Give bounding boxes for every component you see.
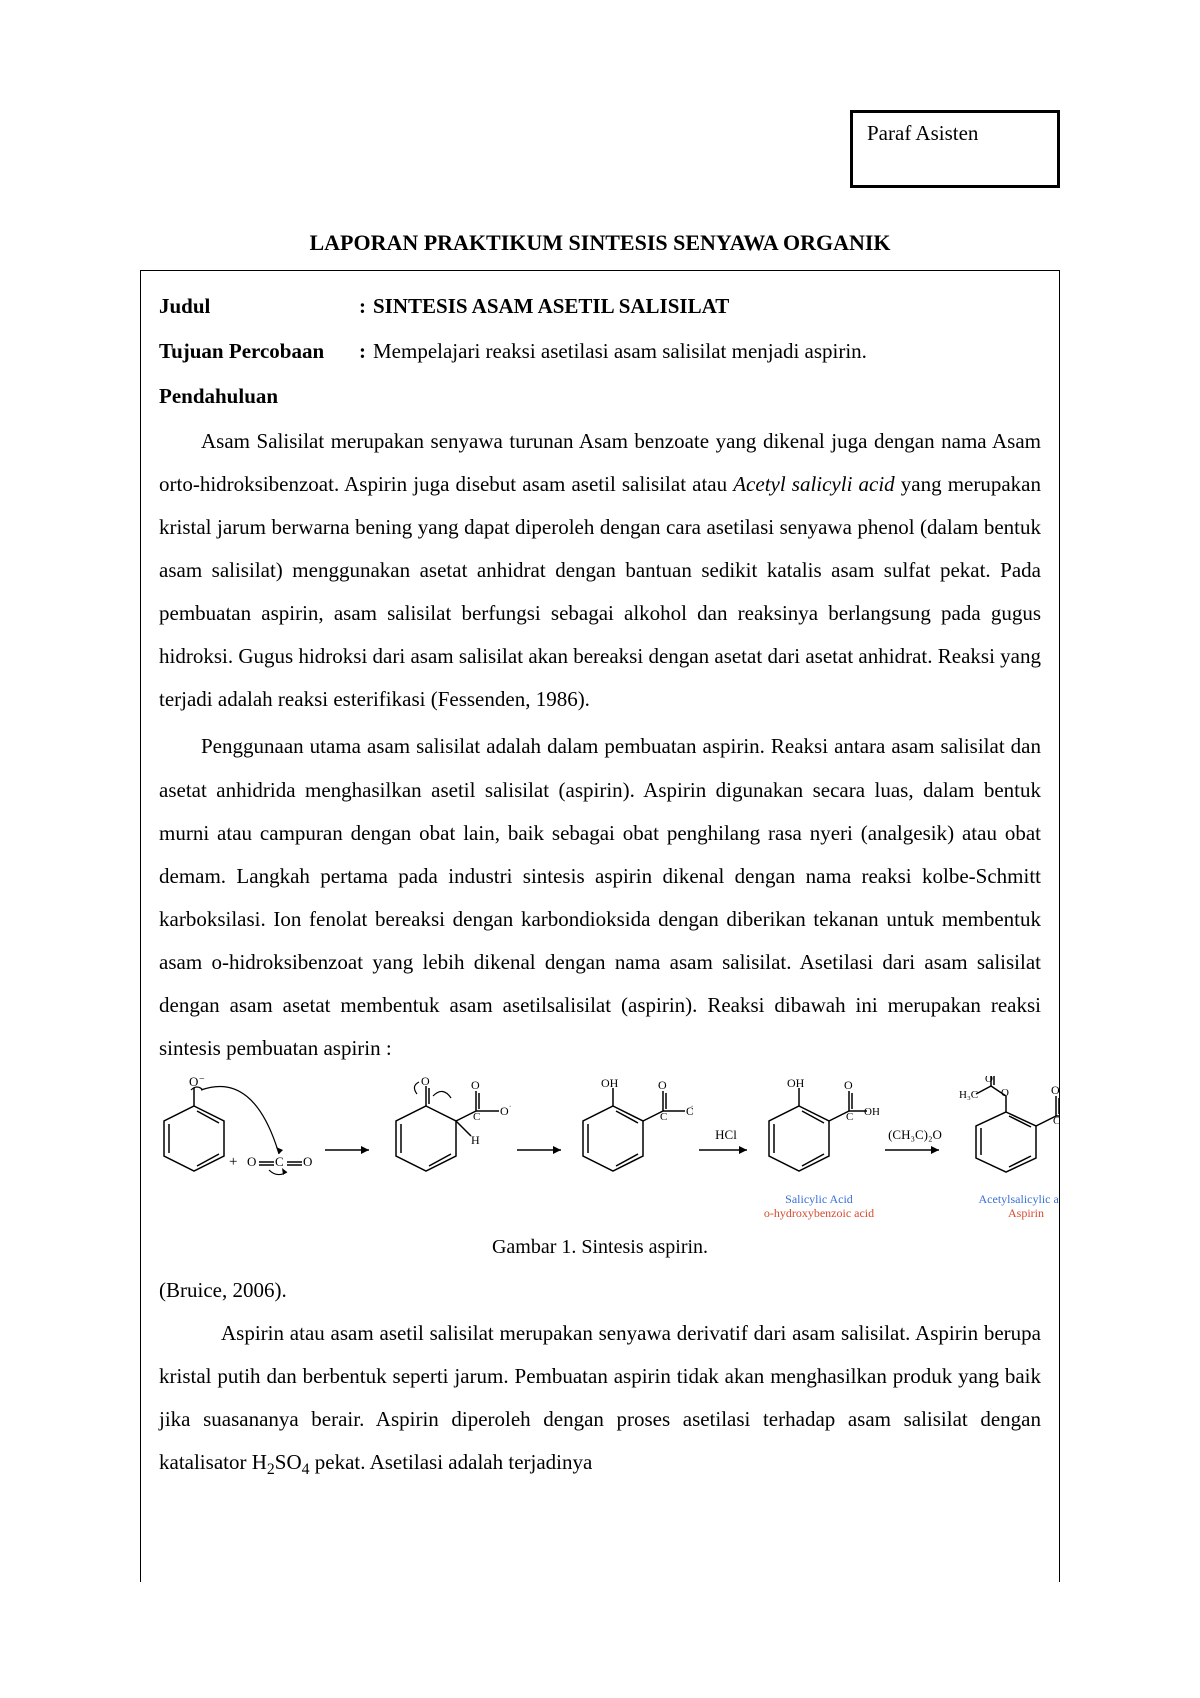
para2-text: Penggunaan utama asam salisilat adalah d… [159, 734, 1041, 1059]
svg-text:O: O [421, 1076, 430, 1088]
svg-text:O: O [471, 1078, 480, 1092]
para3-post: pekat. Asetilasi adalah terjadinya [310, 1450, 593, 1474]
svg-text:C: C [473, 1111, 480, 1123]
arrow-2 [517, 1128, 567, 1157]
meta-row-judul: Judul : SINTESIS ASAM ASETIL SALISILAT [159, 285, 1041, 328]
molecule-intermediate: O O C O − H [381, 1076, 511, 1206]
svg-text:O: O [985, 1076, 993, 1085]
judul-label: Judul [159, 285, 359, 328]
arrow-1 [325, 1128, 375, 1157]
figure-caption: Gambar 1. Sintesis aspirin. [159, 1231, 1041, 1263]
para1-post: yang merupakan kristal jarum berwarna be… [159, 472, 1041, 711]
paragraph-2: Penggunaan utama asam salisilat adalah d… [159, 725, 1041, 1069]
arrow-4-anhydride: (CH₃C)₂O [885, 1128, 945, 1157]
para3-sub1: 2 [267, 1461, 275, 1478]
paragraph-3: Aspirin atau asam asetil salisilat merup… [159, 1312, 1041, 1487]
page: Paraf Asisten LAPORAN PRAKTIKUM SINTESIS… [0, 0, 1200, 1698]
intermediate-svg: O O C O − H [381, 1076, 511, 1206]
tujuan-label: Tujuan Percobaan [159, 330, 359, 373]
molecule-salicylic-acid: OH O C OH Salicylic Acid o-hydroxybenzoi… [759, 1076, 879, 1221]
molecule-phenolate-co2: O − + O C O [159, 1076, 319, 1206]
salicylic-red-label: o-hydroxybenzoic acid [764, 1206, 874, 1220]
svg-text:C: C [660, 1111, 667, 1123]
aspirin-svg: H₃C O O O C OH [951, 1076, 1060, 1188]
para3-mid: SO [275, 1450, 302, 1474]
reaction-scheme: O − + O C O [159, 1076, 1041, 1221]
svg-text:O: O [1051, 1083, 1060, 1097]
svg-text:O: O [303, 1154, 312, 1169]
colon: : [359, 330, 373, 373]
svg-text:H₃C: H₃C [959, 1089, 978, 1101]
salicylic-blue-label: Salicylic Acid [764, 1192, 874, 1206]
report-title: LAPORAN PRAKTIKUM SINTESIS SENYAWA ORGAN… [140, 230, 1060, 256]
salicylate-anion-svg: OH O C O − [573, 1076, 693, 1206]
svg-text:O: O [247, 1154, 256, 1169]
para3-sub2: 4 [302, 1461, 310, 1478]
aspirin-red-label: Aspirin [979, 1206, 1060, 1220]
content-box: Judul : SINTESIS ASAM ASETIL SALISILAT T… [140, 270, 1060, 1582]
pendahuluan-heading: Pendahuluan [159, 375, 1041, 418]
svg-text:OH: OH [787, 1076, 805, 1090]
arrow-hcl-label: HCl [715, 1128, 737, 1141]
paragraph-1: Asam Salisilat merupakan senyawa turunan… [159, 420, 1041, 721]
phenolate-svg: O − + O C O [159, 1076, 319, 1206]
svg-text:−: − [509, 1101, 511, 1111]
svg-text:O: O [500, 1104, 509, 1118]
colon: : [359, 285, 373, 328]
arrow-3-hcl: HCl [699, 1128, 753, 1157]
svg-text:OH: OH [601, 1076, 619, 1090]
svg-text:C: C [846, 1111, 853, 1123]
molecule-salicylate-anion: OH O C O − [573, 1076, 693, 1206]
svg-text:C: C [275, 1154, 284, 1169]
svg-text:C: C [1053, 1115, 1060, 1127]
salicylic-labels: Salicylic Acid o-hydroxybenzoic acid [764, 1192, 874, 1221]
svg-text:−: − [199, 1076, 205, 1085]
svg-text:O: O [844, 1078, 853, 1092]
svg-text:+: + [229, 1154, 237, 1170]
aspirin-labels: Acetylsalicylic acid Aspirin [979, 1192, 1060, 1221]
citation-bruice: (Bruice, 2006). [159, 1269, 1041, 1312]
figure-wrap: O − + O C O [159, 1076, 1041, 1263]
svg-text:H: H [471, 1133, 480, 1147]
arrow-anhydride-label: (CH₃C)₂O [888, 1128, 942, 1141]
svg-text:OH: OH [864, 1106, 879, 1118]
para1-italic: Acetyl salicyli acid [733, 472, 894, 496]
svg-text:−: − [691, 1101, 693, 1111]
molecule-aspirin: H₃C O O O C OH Acetylsalicylic acid Aspi… [951, 1076, 1060, 1221]
meta-row-tujuan: Tujuan Percobaan : Mempelajari reaksi as… [159, 330, 1041, 373]
paraf-asisten-box: Paraf Asisten [850, 110, 1060, 188]
salicylic-svg: OH O C OH [759, 1076, 879, 1188]
tujuan-value: Mempelajari reaksi asetilasi asam salisi… [373, 330, 867, 373]
judul-value: SINTESIS ASAM ASETIL SALISILAT [373, 285, 729, 328]
svg-text:O: O [658, 1078, 667, 1092]
paraf-asisten-label: Paraf Asisten [867, 121, 978, 145]
svg-text:O: O [1001, 1087, 1009, 1099]
aspirin-blue-label: Acetylsalicylic acid [979, 1192, 1060, 1206]
